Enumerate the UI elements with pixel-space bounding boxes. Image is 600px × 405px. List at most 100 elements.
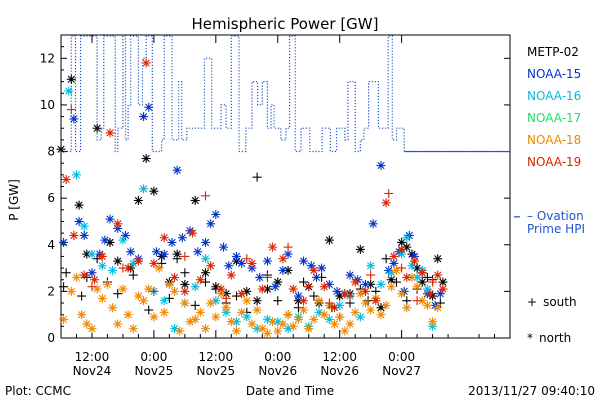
north-point	[350, 277, 360, 287]
south-point	[61, 268, 71, 278]
south-point	[201, 191, 211, 201]
legend-entry: NOAA-15	[527, 67, 581, 81]
north-point	[242, 296, 252, 306]
north-point	[330, 319, 340, 329]
north-point	[306, 261, 316, 271]
north-point	[66, 286, 76, 296]
north-point	[139, 112, 149, 122]
north-point	[82, 319, 92, 329]
north-point	[74, 216, 84, 226]
north-point	[304, 324, 314, 334]
north-point	[340, 326, 350, 336]
x-tick-time: 0:00	[140, 350, 167, 364]
north-point	[211, 312, 221, 322]
symbol-legend-label: south	[543, 295, 577, 309]
y-tick-label: 10	[40, 98, 55, 112]
ovation-legend-sublabel: Prime HPI	[527, 222, 585, 236]
south-point	[149, 286, 159, 296]
north-point	[123, 310, 133, 320]
north-point	[340, 289, 350, 299]
north-point	[180, 286, 190, 296]
legend-entry: NOAA-16	[527, 89, 581, 103]
x-tick-date: Nov26	[258, 364, 297, 378]
north-point	[237, 258, 247, 268]
north-point	[118, 235, 128, 245]
y-tick-label: 0	[47, 331, 55, 345]
north-point	[391, 265, 401, 275]
north-point	[159, 307, 169, 317]
north-point	[407, 272, 417, 282]
south-point	[144, 305, 154, 315]
north-point	[309, 265, 319, 275]
north-point	[71, 272, 81, 282]
north-point	[170, 286, 180, 296]
north-point	[425, 289, 435, 299]
north-point	[177, 233, 187, 243]
symbol-legend-entry: * north	[527, 331, 571, 345]
ovation-series	[61, 35, 520, 218]
north-point	[278, 265, 288, 275]
north-point	[381, 300, 391, 310]
north-point	[311, 272, 321, 282]
south-point	[273, 296, 283, 306]
north-point	[433, 254, 443, 264]
x-tick-date: Nov25	[196, 364, 235, 378]
north-point	[190, 314, 200, 324]
north-point	[172, 249, 182, 259]
north-point	[159, 296, 169, 306]
north-point	[299, 296, 309, 306]
symbol-legend-marker: +	[527, 295, 537, 309]
north-point	[87, 249, 97, 259]
south-point	[262, 272, 272, 282]
north-point	[77, 310, 87, 320]
north-point	[237, 307, 247, 317]
south-point	[283, 242, 293, 252]
north-point	[113, 256, 123, 266]
north-point	[283, 310, 293, 320]
south-point	[412, 296, 422, 306]
x-axis: 12:00Nov240:00Nov2512:00Nov250:00Nov2612…	[60, 35, 511, 378]
north-point	[97, 293, 107, 303]
north-point	[195, 275, 205, 285]
north-point	[355, 244, 365, 254]
north-point	[366, 261, 376, 271]
north-point	[386, 282, 396, 292]
north-point	[402, 303, 412, 313]
north-point	[247, 258, 257, 268]
north-point	[151, 247, 161, 257]
north-point	[105, 214, 115, 224]
north-point	[82, 249, 92, 259]
north-point	[90, 275, 100, 285]
north-point	[417, 268, 427, 278]
north-point	[262, 256, 272, 266]
north-point	[97, 251, 107, 261]
south-point	[87, 282, 97, 292]
north-point	[141, 58, 151, 68]
north-point	[121, 230, 131, 240]
data-points	[56, 58, 448, 338]
north-point	[376, 161, 386, 171]
south-point	[428, 277, 438, 287]
x-tick-time: 0:00	[388, 350, 415, 364]
x-tick-date: Nov24	[73, 364, 112, 378]
north-point	[159, 233, 169, 243]
x-tick-date: Nov27	[382, 364, 421, 378]
legend-entry: NOAA-18	[527, 133, 581, 147]
north-point	[105, 128, 115, 138]
north-point	[268, 242, 278, 252]
south-point	[397, 263, 407, 273]
north-point	[190, 195, 200, 205]
north-point	[360, 298, 370, 308]
chart-title: Hemispheric Power [GW]	[192, 15, 379, 33]
south-point	[309, 291, 319, 301]
north-point	[211, 209, 221, 219]
north-point	[422, 284, 432, 294]
south-point	[366, 270, 376, 280]
south-point	[304, 282, 314, 292]
north-point	[224, 261, 234, 271]
north-point	[108, 265, 118, 275]
south-point	[242, 254, 252, 264]
north-point	[79, 230, 89, 240]
north-point	[170, 272, 180, 282]
